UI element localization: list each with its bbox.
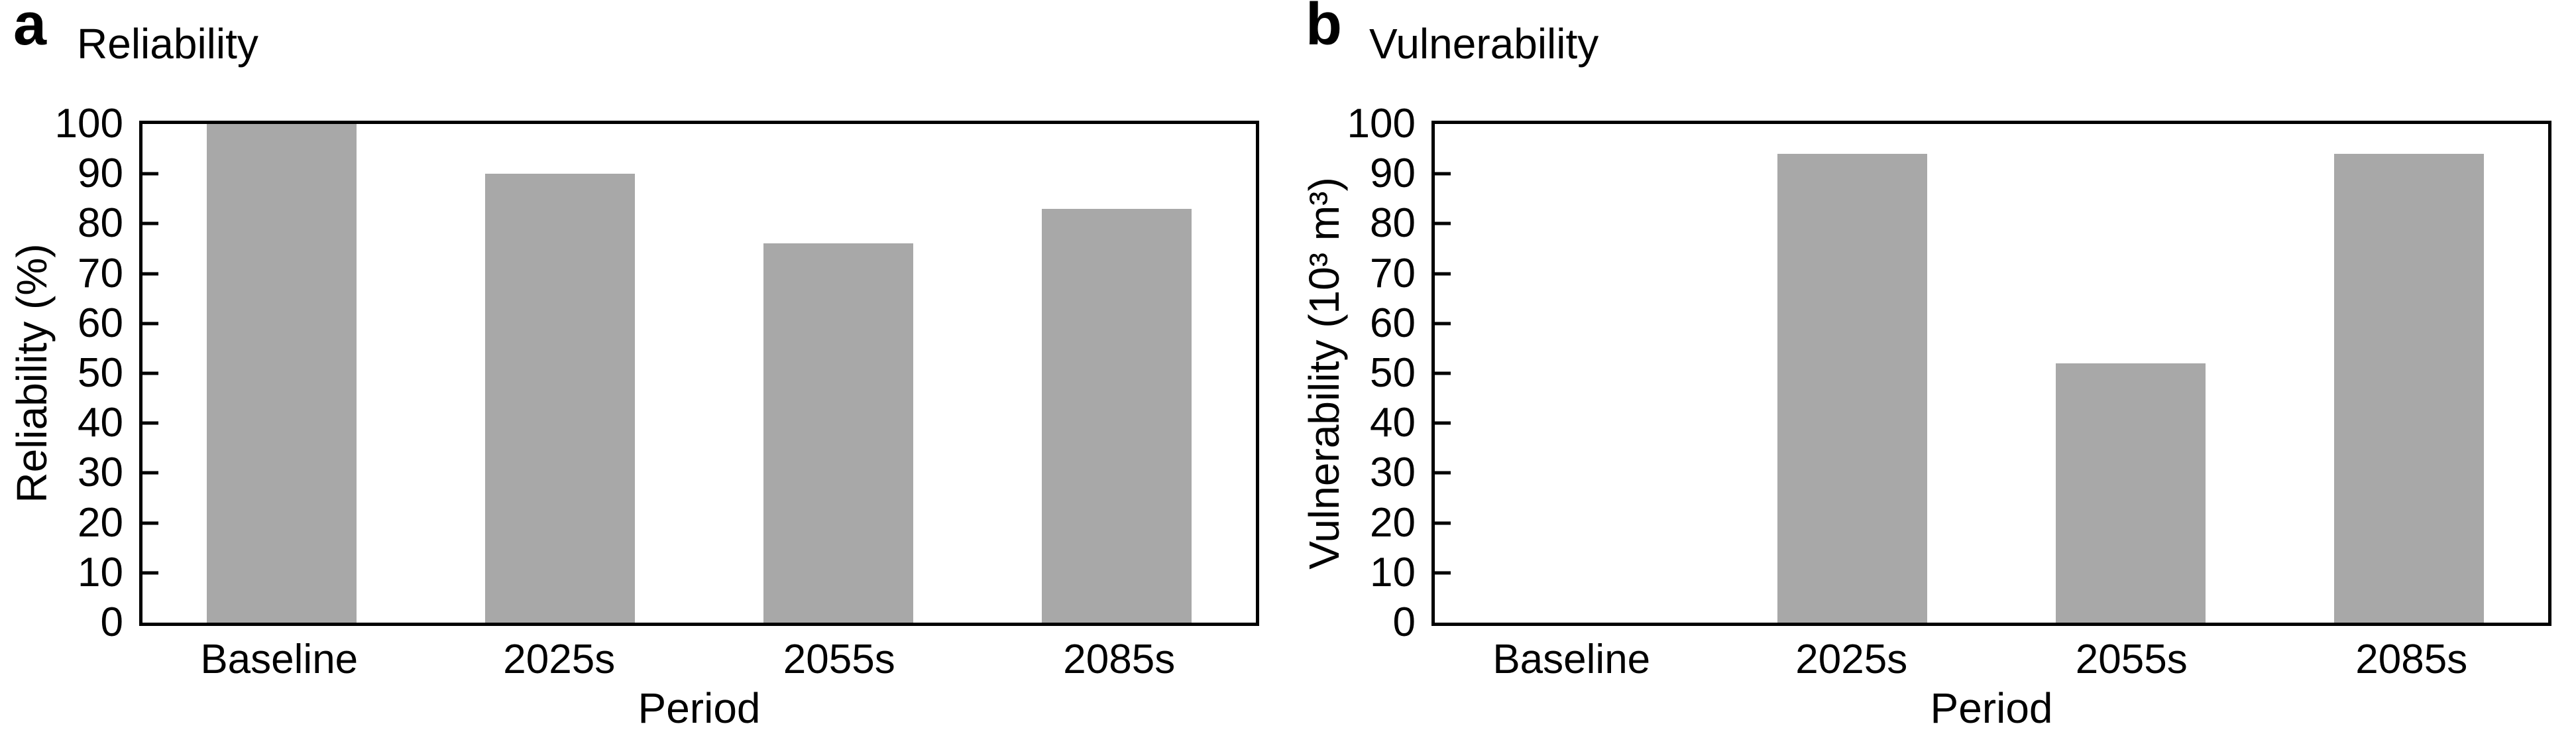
y-tick-label-100: 100 bbox=[54, 101, 123, 147]
y-tick-mark-40 bbox=[142, 421, 158, 425]
y-tick-label-20: 20 bbox=[78, 499, 123, 546]
y-tick-label-80: 80 bbox=[78, 200, 123, 247]
y-tick-mark-30 bbox=[1435, 471, 1451, 475]
y-tick-label-10: 10 bbox=[1370, 549, 1416, 595]
y-tick-mark-80 bbox=[1435, 221, 1451, 225]
bar-2025s bbox=[484, 174, 636, 623]
y-tick-label-60: 60 bbox=[78, 300, 123, 346]
panel-b-plot-area bbox=[1431, 121, 2551, 626]
y-tick-mark-50 bbox=[1435, 371, 1451, 375]
y-tick-mark-40 bbox=[1435, 421, 1451, 425]
y-tick-mark-60 bbox=[1435, 322, 1451, 326]
panel-a-title: Reliability bbox=[77, 20, 258, 68]
y-tick-mark-60 bbox=[142, 322, 158, 326]
y-tick-mark-50 bbox=[142, 371, 158, 375]
panel-b-x-category-labels: Baseline 2025s 2055s 2085s bbox=[1431, 639, 2551, 686]
y-tick-label-0: 0 bbox=[100, 599, 123, 645]
y-tick-label-100: 100 bbox=[1347, 101, 1416, 147]
y-tick-mark-10 bbox=[1435, 571, 1451, 575]
panel-b-letter: b bbox=[1306, 0, 1342, 58]
y-tick-mark-10 bbox=[142, 571, 158, 575]
panel-a-x-axis-title: Period bbox=[638, 684, 761, 732]
y-tick-label-40: 40 bbox=[1370, 400, 1416, 446]
x-category-label-2055s: 2055s bbox=[783, 637, 895, 682]
panel-a-x-category-labels: Baseline 2025s 2055s 2085s bbox=[139, 639, 1259, 686]
bar-2085s bbox=[2333, 154, 2485, 623]
y-tick-mark-90 bbox=[1435, 172, 1451, 176]
y-tick-label-90: 90 bbox=[1370, 151, 1416, 197]
x-category-label-2025s: 2025s bbox=[1795, 637, 1908, 682]
x-category-label-2025s: 2025s bbox=[503, 637, 616, 682]
panel-b-title: Vulnerability bbox=[1369, 20, 1599, 68]
bar-2055s bbox=[763, 243, 914, 623]
x-category-label-2055s: 2055s bbox=[2075, 637, 2188, 682]
y-tick-mark-70 bbox=[1435, 272, 1451, 276]
y-tick-label-10: 10 bbox=[78, 549, 123, 595]
bar-2055s bbox=[2055, 363, 2206, 623]
panel-b: b Vulnerability Vulnerability (10³ m³) 0… bbox=[1292, 0, 2576, 738]
y-tick-label-70: 70 bbox=[1370, 250, 1416, 296]
y-tick-label-50: 50 bbox=[1370, 350, 1416, 396]
bar-baseline bbox=[206, 124, 357, 623]
y-tick-mark-70 bbox=[142, 272, 158, 276]
x-category-label-2085s: 2085s bbox=[1063, 637, 1176, 682]
x-category-label-baseline: Baseline bbox=[200, 637, 359, 682]
y-tick-mark-90 bbox=[142, 172, 158, 176]
panel-b-y-tick-labels: 0 10 20 30 40 50 60 70 80 90 100 bbox=[1292, 103, 1416, 643]
y-tick-label-70: 70 bbox=[78, 250, 123, 296]
panel-a-y-tick-labels: 0 10 20 30 40 50 60 70 80 90 100 bbox=[0, 103, 123, 643]
y-tick-mark-80 bbox=[142, 221, 158, 225]
bar-2085s bbox=[1041, 208, 1192, 623]
y-tick-mark-20 bbox=[142, 521, 158, 525]
panel-a-letter: a bbox=[13, 0, 47, 58]
y-tick-label-0: 0 bbox=[1392, 599, 1416, 645]
y-tick-label-90: 90 bbox=[78, 151, 123, 197]
panel-b-x-axis-title: Period bbox=[1930, 684, 2053, 732]
y-tick-label-40: 40 bbox=[78, 400, 123, 446]
y-tick-label-60: 60 bbox=[1370, 300, 1416, 346]
panel-a-plot-area bbox=[139, 121, 1259, 626]
panel-a: a Reliability Reliability (%) 0 10 20 30 40 5… bbox=[0, 0, 1284, 738]
y-tick-mark-20 bbox=[1435, 521, 1451, 525]
x-category-label-2085s: 2085s bbox=[2355, 637, 2468, 682]
y-tick-label-20: 20 bbox=[1370, 499, 1416, 546]
y-tick-mark-30 bbox=[142, 471, 158, 475]
bar-2025s bbox=[1777, 154, 1928, 623]
y-tick-label-80: 80 bbox=[1370, 200, 1416, 247]
y-tick-label-30: 30 bbox=[78, 450, 123, 496]
y-tick-label-30: 30 bbox=[1370, 450, 1416, 496]
y-tick-label-50: 50 bbox=[78, 350, 123, 396]
x-category-label-baseline: Baseline bbox=[1492, 637, 1651, 682]
